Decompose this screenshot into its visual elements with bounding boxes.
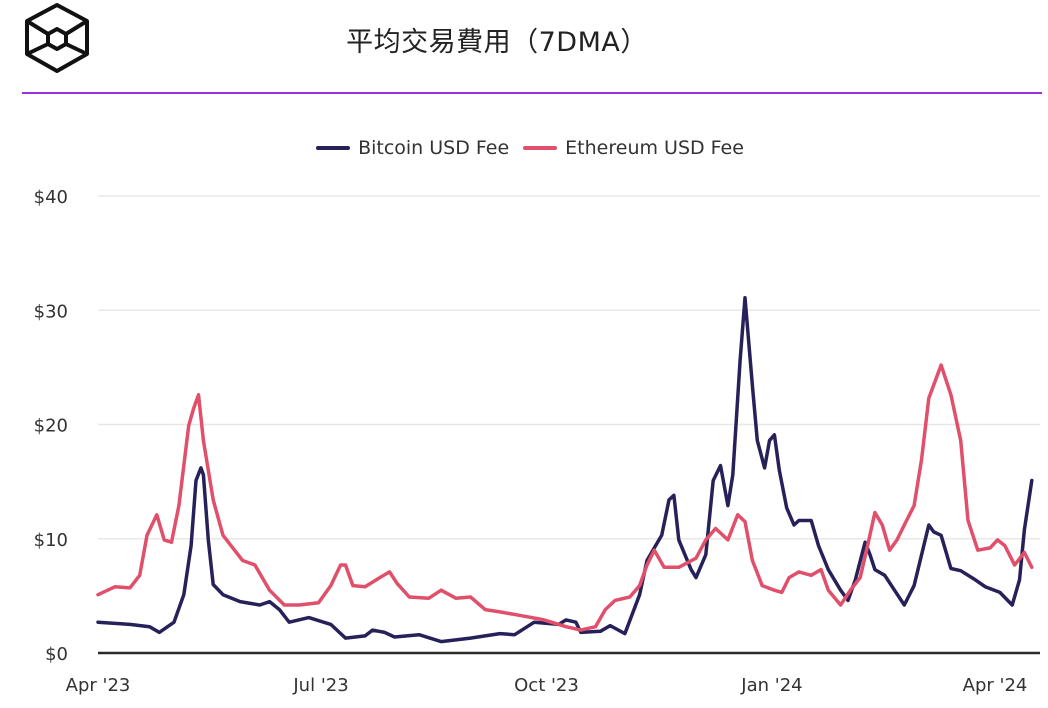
legend-item-ethereum[interactable]: Ethereum USD Fee — [523, 137, 744, 159]
header-divider — [22, 92, 1042, 94]
y-tick-label: $20 — [34, 416, 68, 437]
y-tick-label: $10 — [34, 530, 68, 551]
legend-swatch-ethereum — [523, 146, 558, 150]
legend-item-bitcoin[interactable]: Bitcoin USD Fee — [316, 137, 509, 159]
x-tick-label: Jan '24 — [740, 675, 802, 696]
y-tick-label: $40 — [34, 187, 68, 208]
legend: Bitcoin USD Fee Ethereum USD Fee — [0, 137, 1048, 159]
legend-label-ethereum: Ethereum USD Fee — [565, 137, 744, 159]
x-tick-label: Jul '23 — [292, 675, 348, 696]
y-tick-label: $30 — [34, 301, 68, 322]
series-line-ethereum — [96, 363, 1034, 632]
x-tick-label: Apr '24 — [963, 675, 1028, 696]
x-tick-label: Apr '23 — [66, 675, 131, 696]
chart-title: 平均交易費用（7DMA） — [346, 27, 648, 58]
x-tick-label: Oct '23 — [514, 675, 579, 696]
legend-label-bitcoin: Bitcoin USD Fee — [358, 137, 510, 159]
series-line-bitcoin — [96, 295, 1034, 644]
hexagon-cube-logo — [25, 3, 89, 73]
legend-swatch-bitcoin — [316, 146, 351, 150]
y-tick-label: $0 — [45, 644, 68, 665]
